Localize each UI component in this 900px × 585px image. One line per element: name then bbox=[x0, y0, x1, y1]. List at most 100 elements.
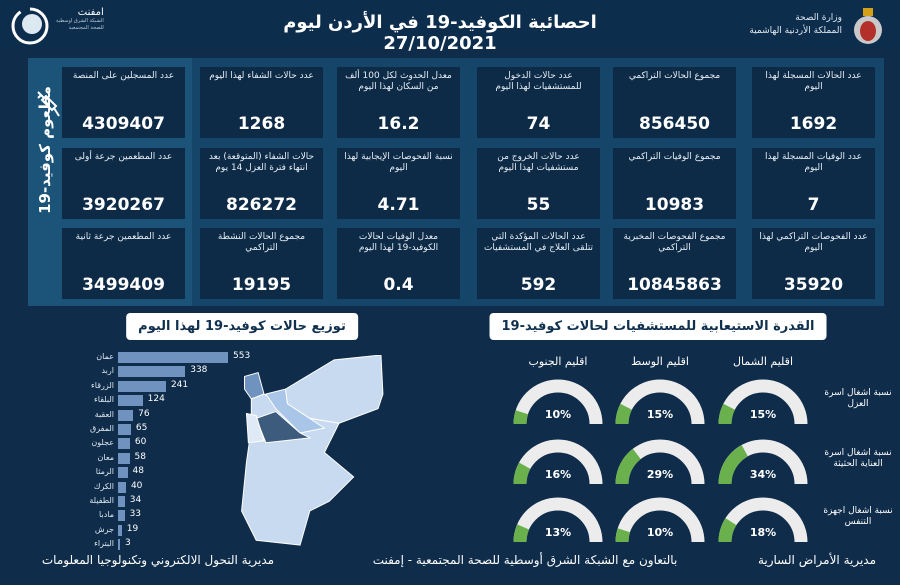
imphnet-logo bbox=[11, 7, 49, 45]
card-value: 4.71 bbox=[377, 195, 420, 215]
card-label: عدد حالات الشفاء لهذا اليوم bbox=[209, 71, 314, 81]
syringe-icon bbox=[37, 91, 60, 117]
region-label: اقليم الجنوب bbox=[528, 355, 588, 368]
row-label: نسبة اشغال اجهزة التنفس bbox=[823, 506, 893, 527]
gauge-track bbox=[513, 379, 603, 425]
gauge-value: 15% bbox=[749, 408, 777, 421]
gauge-arc bbox=[718, 497, 808, 543]
bar-value: 553 bbox=[233, 351, 251, 361]
gauge-arc bbox=[513, 379, 603, 425]
bar-label: الرمثا bbox=[95, 467, 114, 477]
bar bbox=[118, 524, 122, 536]
bar-label: مادبا bbox=[99, 510, 114, 520]
footer: مديرية التحول الالكتروني وتكنولوجيا المع… bbox=[8, 553, 892, 568]
gauge-value: 13% bbox=[544, 526, 572, 539]
bar-label: المفرق bbox=[90, 424, 114, 433]
card-label: عدد المطعمين جرعة ثانية bbox=[75, 232, 172, 242]
bar-label: معان bbox=[97, 452, 114, 462]
bar bbox=[118, 366, 186, 378]
row-label: نسبة اشغال اسرة العزل bbox=[824, 388, 892, 409]
card-value: 10845863 bbox=[627, 275, 722, 295]
gauge-arc bbox=[513, 497, 603, 543]
stat-card: معدل الحدوث لكل 100 ألف من السكان لهذا ا… bbox=[337, 67, 460, 138]
vaccine-card: عدد المطعمين جرعة ثانية 3499409 bbox=[62, 228, 185, 299]
region-label: اقليم الوسط bbox=[631, 355, 689, 368]
card-label: عدد الحالات المؤكدة التي تتلقى العلاج في… bbox=[483, 232, 594, 253]
gauge-fill bbox=[615, 379, 705, 425]
card-label: مجموع الحالات النشطة التراكمي bbox=[217, 232, 306, 253]
gauge-value: 10% bbox=[544, 408, 572, 421]
gauge-arc bbox=[615, 379, 705, 425]
bar bbox=[118, 452, 130, 464]
stat-card: عدد الحالات المؤكدة التي تتلقى العلاج في… bbox=[477, 228, 600, 299]
vaccine-card: عدد المطعمين جرعة أولى 3920267 bbox=[62, 148, 185, 219]
card-value: 856450 bbox=[639, 114, 710, 134]
card-value: 10983 bbox=[644, 195, 705, 215]
stat-card: نسبة الفحوصات الإيجابية لهذا اليوم 4.71 bbox=[337, 148, 460, 219]
card-value: 16.2 bbox=[377, 114, 420, 134]
row-label: نسبة اشغال اسرة العناية الحثيثة bbox=[824, 448, 892, 469]
card-label: عدد المسجلين على المنصة bbox=[72, 71, 175, 81]
page-title: احصائية الكوفيد-19 في الأردن ليوم 27/10/… bbox=[283, 12, 597, 54]
gauge-track bbox=[615, 497, 705, 543]
stat-card: مجموع الحالات التراكمي 856450 bbox=[613, 67, 736, 138]
bar-value: 33 bbox=[129, 509, 142, 520]
gauge: 16% bbox=[512, 438, 604, 488]
card-value: 7 bbox=[807, 195, 820, 215]
gauge-value: 15% bbox=[646, 408, 674, 421]
gauge-value: 34% bbox=[749, 468, 777, 481]
bar bbox=[118, 496, 125, 507]
stat-card: مجموع الحالات النشطة التراكمي 19195 bbox=[200, 228, 323, 299]
bar-label: البلقاء bbox=[94, 395, 114, 405]
bar bbox=[118, 481, 126, 493]
partner-name: امفنت bbox=[77, 7, 104, 18]
bar-label: العقبة bbox=[94, 409, 114, 419]
stat-card: عدد حالات الدخول للمستشفيات لهذا اليوم 74 bbox=[477, 67, 600, 138]
gauge-fill bbox=[615, 439, 705, 485]
gauge-fill bbox=[718, 497, 808, 543]
bar bbox=[118, 539, 120, 551]
bar-value: 34 bbox=[129, 495, 142, 505]
bar bbox=[118, 380, 166, 392]
jordan-map bbox=[241, 355, 384, 546]
gauge-arc bbox=[513, 439, 603, 485]
stat-card: عدد حالات الشفاء لهذا اليوم 1268 bbox=[200, 67, 323, 138]
stat-card: عدد الحالات المسجلة لهذا اليوم 1692 bbox=[752, 67, 875, 138]
gauge-fill bbox=[513, 439, 603, 485]
bar-value: 60 bbox=[134, 437, 147, 448]
bar bbox=[118, 467, 128, 479]
card-value: 3920267 bbox=[82, 195, 165, 215]
card-label: نسبة الفحوصات الإيجابية لهذا اليوم bbox=[344, 152, 453, 173]
gauge: 18% bbox=[717, 496, 809, 546]
card-label: عدد الوفيات المسجلة لهذا اليوم bbox=[764, 152, 862, 173]
stat-card: عدد الوفيات المسجلة لهذا اليوم 7 bbox=[752, 148, 875, 219]
gauge-fill bbox=[718, 439, 808, 485]
stat-card: مجموع الوفيات التراكمي 10983 bbox=[613, 148, 736, 219]
partner-sub2: للصحة المجتمعية bbox=[68, 25, 104, 31]
card-value: 19195 bbox=[231, 275, 292, 295]
gauge-track bbox=[513, 497, 603, 543]
bar-label: الزرقاء bbox=[91, 380, 114, 390]
footer-left: مديرية التحول الالكتروني وتكنولوجيا المع… bbox=[41, 553, 275, 567]
stat-card: معدل الوفيات لحالات الكوفيد-19 لهذا اليو… bbox=[337, 228, 460, 299]
map-balqa bbox=[245, 412, 265, 444]
card-value: 4309407 bbox=[82, 114, 165, 134]
gauge-fill bbox=[718, 379, 808, 425]
card-label: عدد حالات الخروج من مستشفيات لهذا اليوم bbox=[497, 152, 580, 173]
card-label: عدد الحالات المسجلة لهذا اليوم bbox=[765, 71, 862, 92]
hospital-capacity-title: القدرة الاستيعابية للمستشفيات لحالات كوف… bbox=[489, 313, 827, 340]
footer-center: بالتعاون مع الشبكة الشرق أوسطية للصحة ال… bbox=[372, 553, 678, 567]
card-label: حالات الشفاء (المتوقعة) بعد انتهاء فترة … bbox=[208, 152, 315, 173]
bar-value: 76 bbox=[138, 408, 150, 419]
card-label: عدد الفحوصات التراكمي لهذا اليوم bbox=[759, 232, 868, 253]
gauge: 15% bbox=[717, 378, 809, 428]
gauge: 13% bbox=[512, 496, 604, 546]
footer-right: مديرية الأمراض السارية bbox=[757, 553, 877, 567]
stat-card: عدد حالات الخروج من مستشفيات لهذا اليوم 5… bbox=[477, 148, 600, 219]
bar-value: 19 bbox=[126, 523, 139, 534]
card-label: معدل الوفيات لحالات الكوفيد-19 لهذا اليو… bbox=[358, 232, 439, 253]
gauge-value: 18% bbox=[749, 526, 777, 539]
map-irbid bbox=[244, 371, 265, 400]
partner-sub1: الشبكة الشرق اوسطية bbox=[56, 18, 104, 24]
ministry-line1: وزارة الصحة bbox=[795, 13, 842, 23]
